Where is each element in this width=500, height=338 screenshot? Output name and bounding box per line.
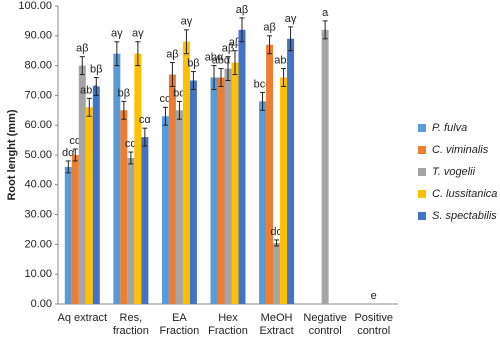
x-tick-label: control: [309, 325, 342, 337]
bar: [175, 110, 183, 304]
annotation: abα: [205, 52, 224, 64]
legend-label: P. fulva: [432, 122, 467, 134]
y-tick-label: 40.00: [24, 179, 52, 191]
annotation: abα: [212, 54, 231, 66]
bar: [168, 74, 176, 304]
annotation: aγ: [181, 16, 193, 28]
y-tick-label: 80.00: [24, 60, 52, 72]
annotation: aβ: [236, 4, 248, 16]
bar: [113, 53, 121, 305]
bar: [161, 116, 169, 304]
bar: [287, 38, 295, 304]
x-tick-label: control: [357, 325, 390, 337]
bar: [85, 107, 93, 304]
bar: [127, 157, 135, 304]
bar: [266, 44, 274, 305]
x-tick-label: Fraction: [160, 325, 200, 337]
annotation: bβ: [118, 87, 130, 99]
y-tick-label: 20.00: [24, 238, 52, 250]
x-tick-label: fraction: [113, 325, 149, 337]
legend-label: S. spectabilis: [432, 210, 497, 222]
bar: [92, 86, 100, 305]
bar: [238, 29, 246, 305]
bar: [71, 155, 79, 304]
legend-swatch: [418, 146, 426, 154]
bar: [189, 80, 197, 304]
bar: [182, 41, 190, 304]
bar: [210, 77, 218, 305]
annotation: aγ: [132, 28, 144, 40]
y-tick-label: 50.00: [24, 149, 52, 161]
x-tick-label: EA: [172, 312, 187, 324]
y-tick-label: 70.00: [24, 89, 52, 101]
bar: [217, 77, 225, 305]
x-tick-label: Aq extract: [58, 312, 108, 324]
annotation: cα: [139, 114, 152, 126]
x-tick-label: Fraction: [208, 325, 248, 337]
legend-swatch: [418, 124, 426, 132]
x-tick-label: Negative: [303, 312, 346, 324]
annotation: bβ: [90, 63, 102, 75]
annotation: aγ: [285, 13, 297, 25]
annotation: cα: [159, 93, 172, 105]
y-tick-label: 90.00: [24, 30, 52, 42]
legend-label: T. vogelii: [432, 166, 476, 178]
annotation: aβ: [76, 43, 88, 55]
bar: [273, 242, 281, 304]
bar: [120, 110, 128, 304]
legend-swatch: [418, 190, 426, 198]
bar: [280, 77, 288, 305]
x-tick-label: MeOH: [261, 312, 293, 324]
y-tick-label: 0.00: [31, 298, 52, 310]
annotation: aβ: [222, 43, 234, 55]
annotation: aβ: [229, 37, 241, 49]
x-tick-label: Positive: [354, 312, 393, 324]
bar: [141, 137, 149, 304]
x-tick-label: Hex: [218, 312, 238, 324]
y-tick-label: 30.00: [24, 209, 52, 221]
x-tick-label: Res,: [120, 312, 143, 324]
bar: [321, 29, 329, 305]
legend-swatch: [418, 212, 426, 220]
bar: [259, 101, 267, 304]
annotation: aβ: [166, 49, 178, 61]
x-tick-label: Extract: [259, 325, 293, 337]
annotation: bβ: [187, 57, 199, 69]
bar: [231, 62, 239, 305]
y-axis-title: Root lenght (mm): [6, 109, 18, 200]
y-tick-label: 100.00: [18, 0, 52, 12]
bar: [64, 166, 72, 304]
annotation: a: [322, 7, 329, 19]
annotation: aγ: [111, 28, 123, 40]
legend-label: C. viminalis: [432, 144, 489, 156]
annotation: aβ: [263, 22, 275, 34]
legend-label: C. lussitanica: [432, 188, 497, 200]
y-tick-label: 60.00: [24, 119, 52, 131]
annotation: cα: [125, 138, 138, 150]
y-tick-label: 10.00: [24, 268, 52, 280]
annotation: e: [371, 290, 377, 302]
annotation: cα: [69, 135, 82, 147]
legend-swatch: [418, 168, 426, 176]
bar: [134, 53, 142, 305]
bar: [78, 65, 86, 304]
bar: [224, 68, 232, 304]
